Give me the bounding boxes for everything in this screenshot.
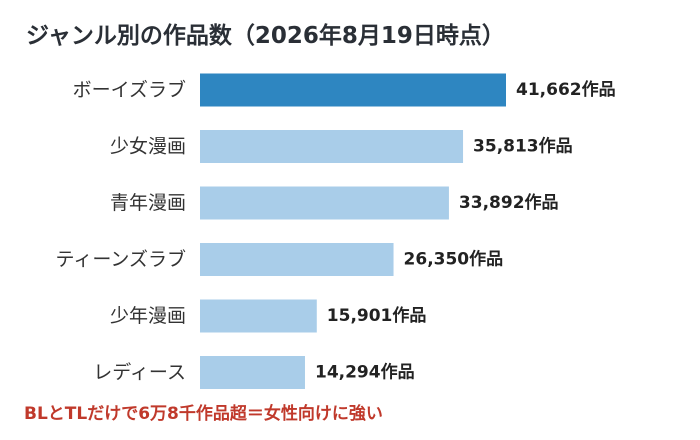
- bar: [200, 243, 394, 276]
- value-label: 15,901作品: [327, 305, 427, 326]
- value-label: 35,813作品: [473, 136, 573, 157]
- chart-title: ジャンル別の作品数（2026年8月19日時点）: [26, 23, 505, 49]
- value-label: 14,294作品: [315, 362, 415, 383]
- category-label: ボーイズラブ: [73, 78, 186, 101]
- value-label: 33,892作品: [459, 192, 559, 213]
- bar: [200, 130, 464, 163]
- bar: [200, 356, 305, 389]
- category-label: 青年漫画: [110, 192, 186, 214]
- value-label: 26,350作品: [404, 249, 504, 270]
- bar: [200, 73, 506, 107]
- category-label: 少女漫画: [110, 136, 186, 158]
- bar: [200, 299, 317, 333]
- value-label: 41,662作品: [516, 79, 616, 100]
- bar: [200, 186, 449, 220]
- category-label: 少年漫画: [110, 305, 186, 327]
- chart-annotation: BLとTLだけで6万8千作品超＝女性向けに強い: [24, 404, 383, 424]
- category-label: ティーンズラブ: [55, 248, 186, 271]
- category-label: レディース: [93, 362, 186, 384]
